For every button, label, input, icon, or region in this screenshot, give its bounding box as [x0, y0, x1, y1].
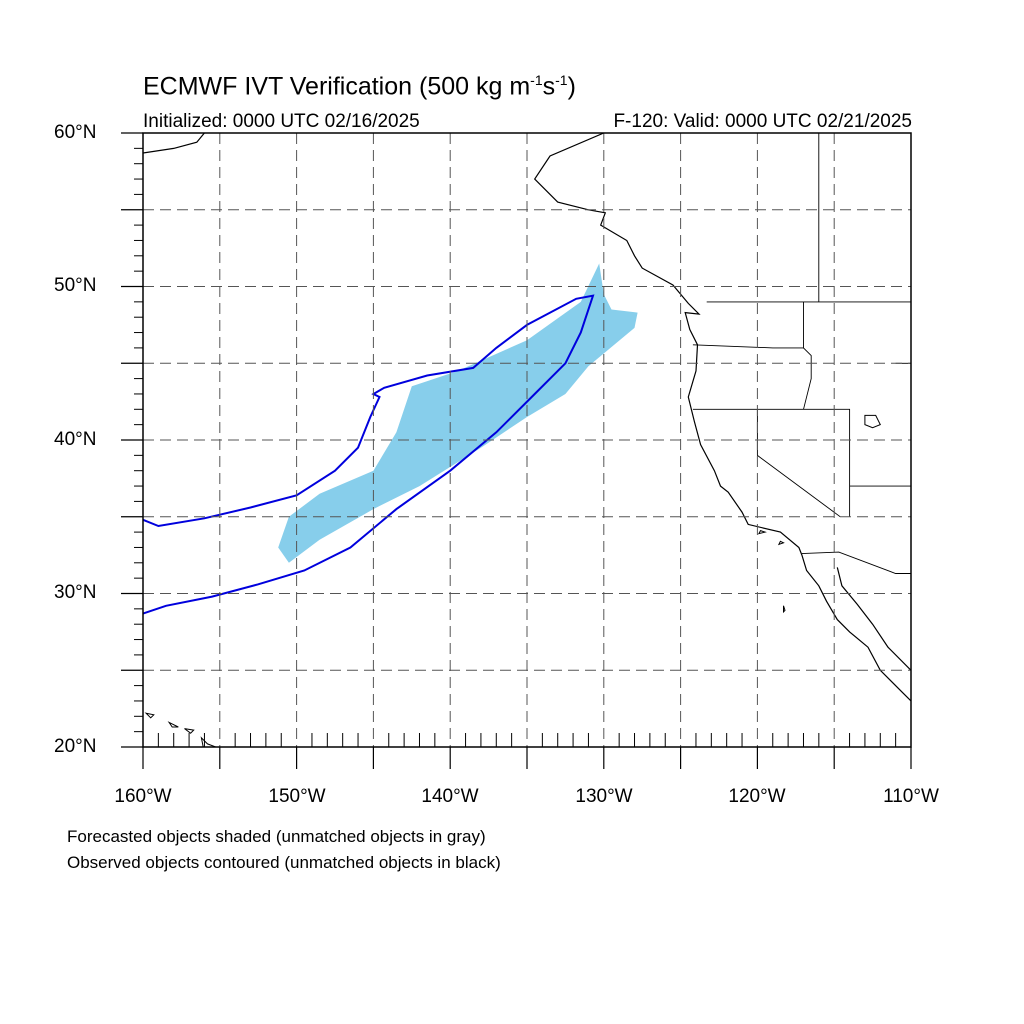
title-exponent-2: -1 [555, 72, 568, 88]
initialized-time: Initialized: 0000 UTC 02/16/2025 [143, 111, 420, 132]
state-border [756, 409, 841, 518]
lat-label-30n: 30°N [54, 582, 97, 603]
title-close: ) [567, 72, 576, 101]
figure-title: ECMWF IVT Verification (500 kg m-1s-1) [143, 72, 576, 101]
footnote-forecast: Forecasted objects shaded (unmatched obj… [67, 827, 486, 846]
state-border [692, 344, 804, 349]
island-outline [184, 728, 195, 734]
island-outline [167, 721, 179, 728]
map-content [143, 133, 911, 747]
lon-label-110w: 110°W [883, 786, 939, 807]
island-outline [200, 736, 218, 747]
lat-lon-grid [143, 133, 911, 747]
state-border [692, 408, 851, 517]
lon-label-160w: 160°W [114, 786, 172, 807]
title-text: ECMWF IVT Verification (500 kg m [143, 72, 531, 101]
title-exponent-1: -1 [530, 72, 543, 88]
state-border [801, 551, 911, 574]
alaska-coastline [143, 133, 205, 154]
lat-label-60n: 60°N [54, 122, 97, 143]
lon-label-130w: 130°W [575, 786, 633, 807]
lon-label-140w: 140°W [421, 786, 479, 807]
lat-label-40n: 40°N [54, 429, 97, 450]
island-outline [144, 712, 155, 719]
gulf-of-california-coastline [836, 567, 911, 671]
lat-label-50n: 50°N [54, 275, 97, 296]
footnote-observed: Observed objects contoured (unmatched ob… [67, 853, 501, 872]
lon-label-120w: 120°W [728, 786, 786, 807]
lat-label-20n: 20°N [54, 736, 97, 757]
island-outline [777, 540, 785, 546]
lon-label-150w: 150°W [268, 786, 326, 807]
great-salt-lake [864, 414, 881, 429]
state-border [803, 301, 812, 410]
valid-time: F-120: Valid: 0000 UTC 02/21/2025 [613, 111, 912, 132]
map-frame [142, 132, 912, 748]
forecast-ivt-object [278, 263, 638, 563]
title-text-s: s [542, 72, 556, 101]
island-outline [783, 605, 786, 614]
island-outline [757, 529, 767, 535]
axis-ticks [121, 132, 912, 769]
west-coast-coastline [533, 133, 911, 702]
